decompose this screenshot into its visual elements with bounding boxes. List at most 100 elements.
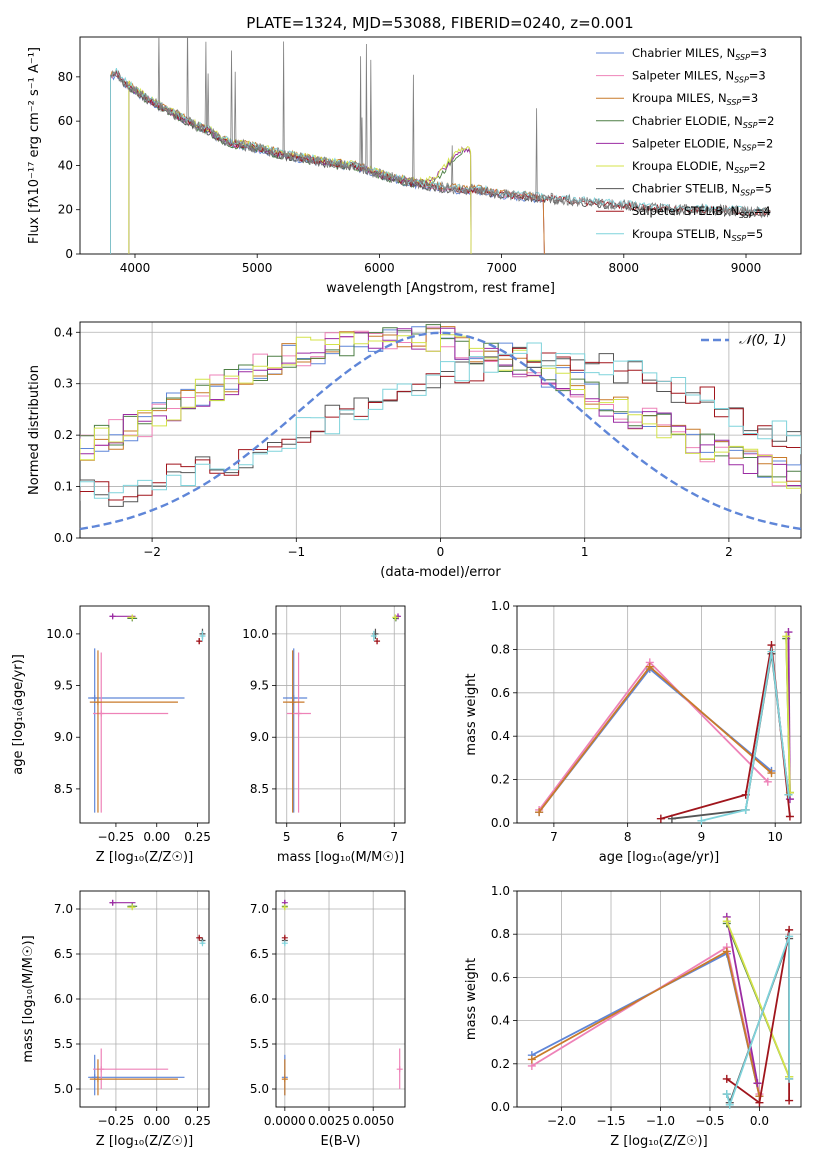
y-tick-label: 10.0 [242,627,269,641]
y-tick-label: 0.6 [491,970,510,984]
legend-label-kroupa-stelib: Kroupa STELIB, NSSP=5 [632,227,763,243]
y-tick-label: 5.5 [54,1037,73,1051]
point-marker-kroupa-miles [94,1076,101,1083]
observed-spectrum-line [110,37,771,219]
y-tick-label: 0.2 [491,773,510,787]
y-axis-label: Flux [fλ10⁻¹⁷ erg cm⁻² s⁻¹ A⁻¹] [27,47,42,244]
y-tick-label: 0.6 [491,686,510,700]
y-tick-label: 0.0 [491,816,510,830]
y-tick-label: 0.1 [54,480,73,494]
legend-label-chabrier-stelib: Chabrier STELIB, NSSP=5 [632,182,772,198]
weight-marker-kroupa-elodie [722,917,731,926]
y-tick-label: 1.0 [491,884,510,898]
y-tick-label: 8.5 [250,782,269,796]
weight-marker-kroupa-miles [645,662,654,671]
axes-frame [79,605,210,824]
model-line-salpeter-elodie [128,81,472,254]
weight-marker-kroupa-miles [535,808,544,817]
y-tick-label: 7.0 [250,902,269,916]
x-axis-label: Z [log₁₀(Z/Z☉)] [96,850,193,865]
x-axis-label: wavelength [Angstrom, rest frame] [326,281,555,296]
y-tick-label: 5.0 [54,1082,73,1096]
legend-label-salpeter-miles: Salpeter MILES, NSSP=3 [632,69,766,85]
x-axis-label: Z [log₁₀(Z/Z☉)] [96,1134,193,1149]
mass-vs-z-panel: −0.25 0.00 0.25 5.0 5.5 6.0 6.5 7.0 Z [log₁₀(Z/Z… [21,890,211,1149]
x-tick-label: 7000 [486,261,517,275]
point-marker-salpeter-miles [396,1066,403,1073]
legend-label-gaussian: 𝒩(0, 1) [739,333,786,348]
axes-frame [275,890,406,1108]
y-tick-label: 0.0 [491,1100,510,1114]
x-axis-label: age [log₁₀(age/yr)] [599,850,720,865]
y-tick-label: 6.0 [250,992,269,1006]
x-tick-label: 8 [624,830,632,844]
point-marker-kroupa-stelib [199,632,206,639]
weight-line-salpeter-elodie [725,916,759,1084]
point-marker-chabrier-miles [290,694,297,701]
y-tick-label: 0.4 [54,325,73,339]
weight-marker-salpeter-stelib [722,1074,731,1083]
y-tick-label: 8.5 [54,782,73,796]
point-marker-kroupa-stelib [199,940,206,947]
axes-frame [79,321,802,539]
weight-marker-salpeter-stelib [785,812,794,821]
weight-marker-kroupa-elodie [782,632,791,641]
residuals-panel: −2 −1 0 1 2 0.0 0.1 0.2 0.3 0.4 (data-model)/error… [27,321,802,580]
weight-line-salpeter-stelib [726,929,790,1105]
x-tick-label: 2 [725,545,733,559]
y-tick-label: 6.0 [54,992,73,1006]
point-marker-salpeter-stelib [281,934,288,941]
weight-marker-salpeter-elodie [784,628,793,637]
y-tick-label: 9.5 [54,679,73,693]
y-tick-label: 0.0 [54,531,73,545]
point-marker-kroupa-stelib [281,940,288,947]
y-tick-label: 0.3 [54,377,73,391]
weight-line-chabrier-miles [538,667,773,813]
axes-frame [275,605,406,824]
legend-label-chabrier-elodie: Chabrier ELODIE, NSSP=2 [632,114,774,130]
x-tick-label: −1.5 [596,1114,625,1128]
histogram-kroupa-elodie [80,332,801,494]
weight-marker-kroupa-miles [722,947,731,956]
weight-marker-kroupa-stelib [785,932,794,941]
x-tick-label: 4000 [120,261,151,275]
x-tick-label: 0.0050 [352,1114,394,1128]
axes-frame [516,605,802,824]
point-marker-kroupa-miles [281,1076,288,1083]
y-axis-label: mass weight [464,673,479,755]
weight-marker-salpeter-stelib [755,1098,764,1107]
weight-line-kroupa-miles [531,950,761,1097]
weight-marker-salpeter-stelib [785,1096,794,1105]
y-axis-label: mass weight [464,958,479,1040]
point-marker-kroupa-elodie [129,904,136,911]
x-tick-label: 0.00 [143,830,170,844]
weight-marker-kroupa-stelib [785,1074,794,1083]
x-tick-label: 6000 [364,261,395,275]
weight-marker-kroupa-stelib [722,1090,731,1099]
x-axis-label: (data-model)/error [380,565,501,580]
y-axis-label: mass [log₁₀(M/M☉)] [21,935,36,1062]
figure-title: PLATE=1324, MJD=53088, FIBERID=0240, z=0… [246,14,633,32]
x-tick-label: −0.5 [695,1114,724,1128]
legend-label-salpeter-stelib: Salpeter STELIB, NSSP=4 [632,204,771,220]
point-marker-chabrier-miles [91,694,98,701]
weight-marker-kroupa-stelib [697,816,706,825]
point-marker-salpeter-stelib [374,638,381,645]
x-tick-label: 0.0025 [308,1114,350,1128]
y-tick-label: 5.5 [250,1037,269,1051]
y-tick-label: 60 [58,114,73,128]
x-tick-label: 0.0000 [264,1114,306,1128]
model-line-chabrier-elodie [128,84,472,254]
y-tick-label: 5.0 [250,1082,269,1096]
y-tick-label: 7.0 [54,902,73,916]
legend-label-chabrier-miles: Chabrier MILES, NSSP=3 [632,46,767,62]
axes-frame [79,890,210,1108]
legend-label-salpeter-elodie: Salpeter ELODIE, NSSP=2 [632,136,773,152]
weight-line-kroupa-elodie [785,636,791,793]
y-tick-label: 40 [58,158,73,172]
x-tick-label: 0 [437,545,445,559]
x-tick-label: −2.0 [547,1114,576,1128]
point-marker-salpeter-miles [98,1066,105,1073]
x-tick-label: 10 [768,830,783,844]
